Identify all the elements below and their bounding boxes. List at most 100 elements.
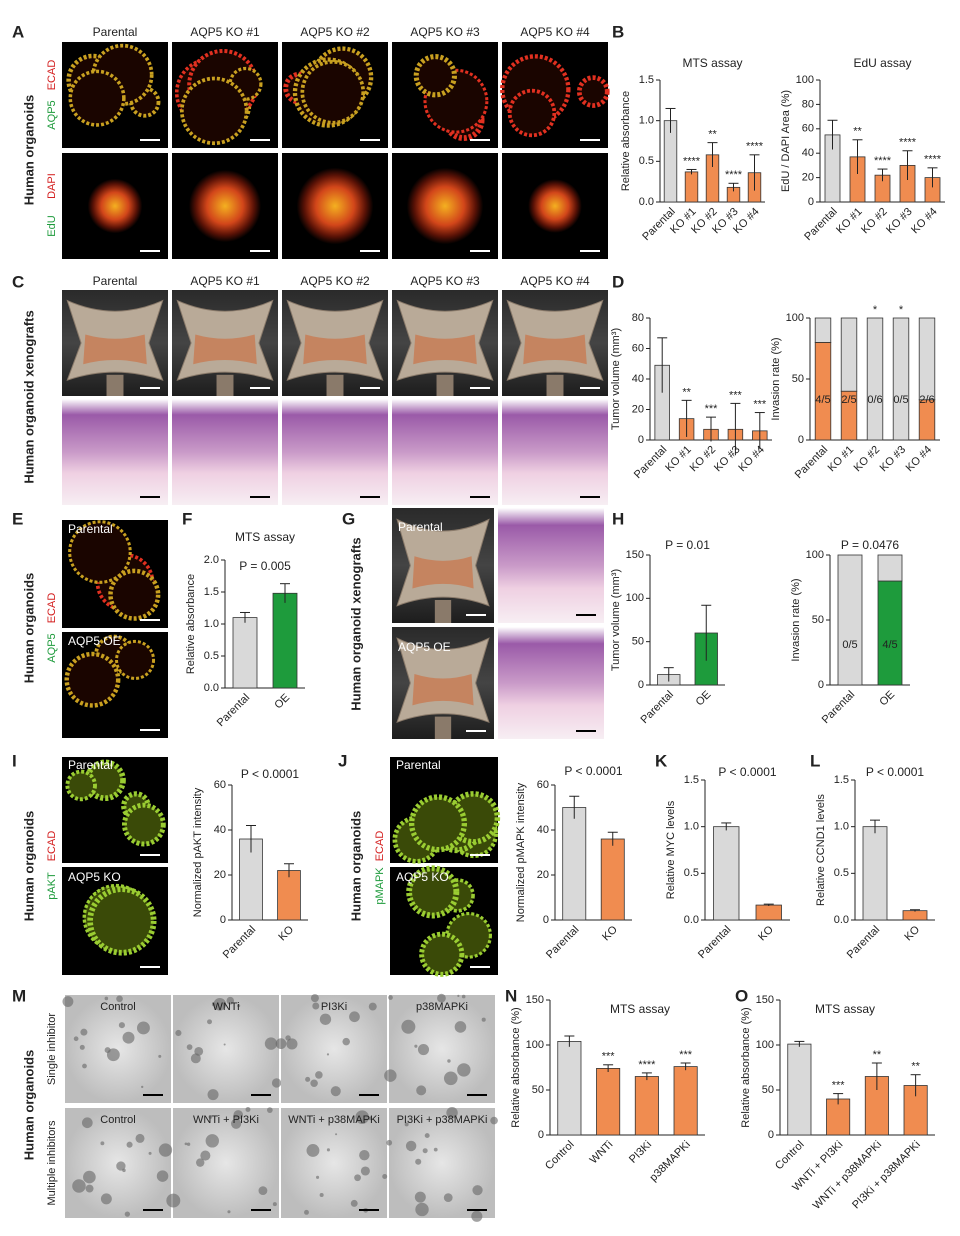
chart-title: EdU assay [853, 56, 911, 70]
significance: * [873, 304, 878, 316]
stalk [546, 374, 564, 396]
significance: **** [683, 155, 701, 167]
y-tick-label: 1.5 [684, 774, 699, 786]
channel-label: AQP5 [46, 633, 58, 662]
image-label: Parental [398, 520, 443, 534]
y-tick-label: 0 [798, 434, 804, 446]
organoid [342, 1037, 350, 1046]
y-tick-label: 20 [214, 869, 226, 881]
bar-segment [892, 317, 910, 441]
x-tick-label: Control [543, 1139, 577, 1173]
row-label: Human organoid xenografts [348, 537, 363, 710]
y-axis-label: Relative absorbance (%) [740, 1007, 752, 1127]
error-bar [657, 337, 668, 393]
y-tick-label: 50 [632, 636, 644, 648]
organoid [416, 1085, 427, 1096]
y-axis-label: Relative CCND1 levels [815, 794, 827, 906]
micrograph [498, 627, 604, 739]
organoid [82, 1063, 87, 1069]
organoid [300, 59, 366, 125]
micrograph [62, 757, 168, 863]
x-tick-label: KO [600, 923, 620, 943]
bar-segment [877, 554, 903, 582]
y-tick-label: 0 [638, 434, 644, 446]
error-bar [701, 604, 712, 661]
x-tick-label: Parental [632, 444, 669, 481]
x-tick-label: KO [276, 923, 296, 943]
organoid [208, 1115, 213, 1119]
organoid [326, 1053, 330, 1056]
bar-segment [814, 341, 832, 441]
bar [600, 838, 625, 921]
y-tick-label: 0 [538, 1129, 544, 1141]
organoid [207, 1019, 212, 1025]
bar [713, 826, 740, 921]
micrograph [62, 867, 168, 975]
channel-label: pAKT [46, 872, 58, 900]
organoid [207, 1089, 219, 1101]
organoid [231, 1118, 242, 1129]
error-bar [663, 667, 674, 682]
organoid [237, 1004, 241, 1008]
bar-segment [877, 580, 903, 686]
image-bg [62, 399, 168, 505]
x-tick-label: KO [756, 923, 776, 943]
y-tick-label: 150 [756, 994, 774, 1006]
organoid [319, 1192, 324, 1198]
image-label: Control [100, 1001, 135, 1013]
x-tick-label: KO #4 [909, 206, 940, 237]
bar-label: 0/6 [867, 394, 882, 406]
column-header: AQP5 KO #1 [190, 274, 260, 288]
panel-letter: A [12, 22, 24, 41]
bar-segment [918, 317, 936, 401]
organoid [384, 1069, 397, 1082]
x-tick-label: Parental [820, 689, 857, 726]
micrograph [62, 399, 168, 505]
bar-segment [866, 317, 884, 441]
organoid [419, 931, 465, 977]
x-tick-label: KO #3 [878, 444, 909, 475]
micrograph [392, 627, 494, 739]
error-bar [706, 416, 716, 442]
organoid [437, 993, 446, 1003]
organoid [196, 1158, 205, 1167]
micrograph [172, 290, 278, 396]
x-tick-label: OE [694, 689, 714, 709]
error-bar [564, 1035, 575, 1047]
y-axis-label: EdU / DAPI Area (%) [780, 90, 792, 192]
image-label: WNTi + p38MAPKi [288, 1114, 380, 1126]
y-tick-label: 50 [532, 1084, 544, 1096]
y-axis-label: Tumor volume (mm³) [610, 569, 622, 671]
image-label: PI3Ki [321, 1001, 347, 1013]
chart-title: MTS assay [815, 1002, 875, 1016]
panel-letter: K [655, 751, 668, 770]
image-label: Parental [68, 522, 113, 536]
y-tick-label: 1.0 [684, 821, 699, 833]
significance: **** [746, 141, 764, 153]
y-tick-label: 20 [632, 403, 644, 415]
micrograph [282, 290, 388, 396]
organoid [443, 1071, 458, 1086]
tissue [193, 334, 257, 365]
x-tick-label: Parental [544, 924, 581, 961]
image-label: WNTi + PI3Ki [193, 1114, 259, 1126]
bar [596, 1068, 621, 1136]
image-bg [392, 399, 498, 505]
organoid [306, 1144, 320, 1157]
row-label: Human organoids [21, 1050, 36, 1161]
organoid [414, 1191, 426, 1203]
row-label: Human organoids [21, 573, 36, 684]
micrograph [392, 42, 498, 148]
significance: *** [602, 1051, 616, 1063]
organoid [108, 568, 161, 621]
organoid [184, 1142, 188, 1146]
organoid [200, 1150, 211, 1161]
organoid [315, 1071, 323, 1079]
error-bar [827, 119, 838, 150]
x-tick-label: KO #3 [884, 206, 915, 237]
tissue [413, 334, 477, 365]
tissue [412, 556, 474, 589]
organoid [471, 1210, 483, 1222]
micrograph [502, 399, 608, 505]
y-tick-label: 0.0 [639, 196, 654, 208]
